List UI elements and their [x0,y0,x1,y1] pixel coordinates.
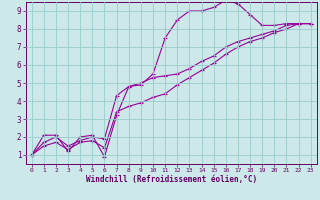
X-axis label: Windchill (Refroidissement éolien,°C): Windchill (Refroidissement éolien,°C) [86,175,257,184]
